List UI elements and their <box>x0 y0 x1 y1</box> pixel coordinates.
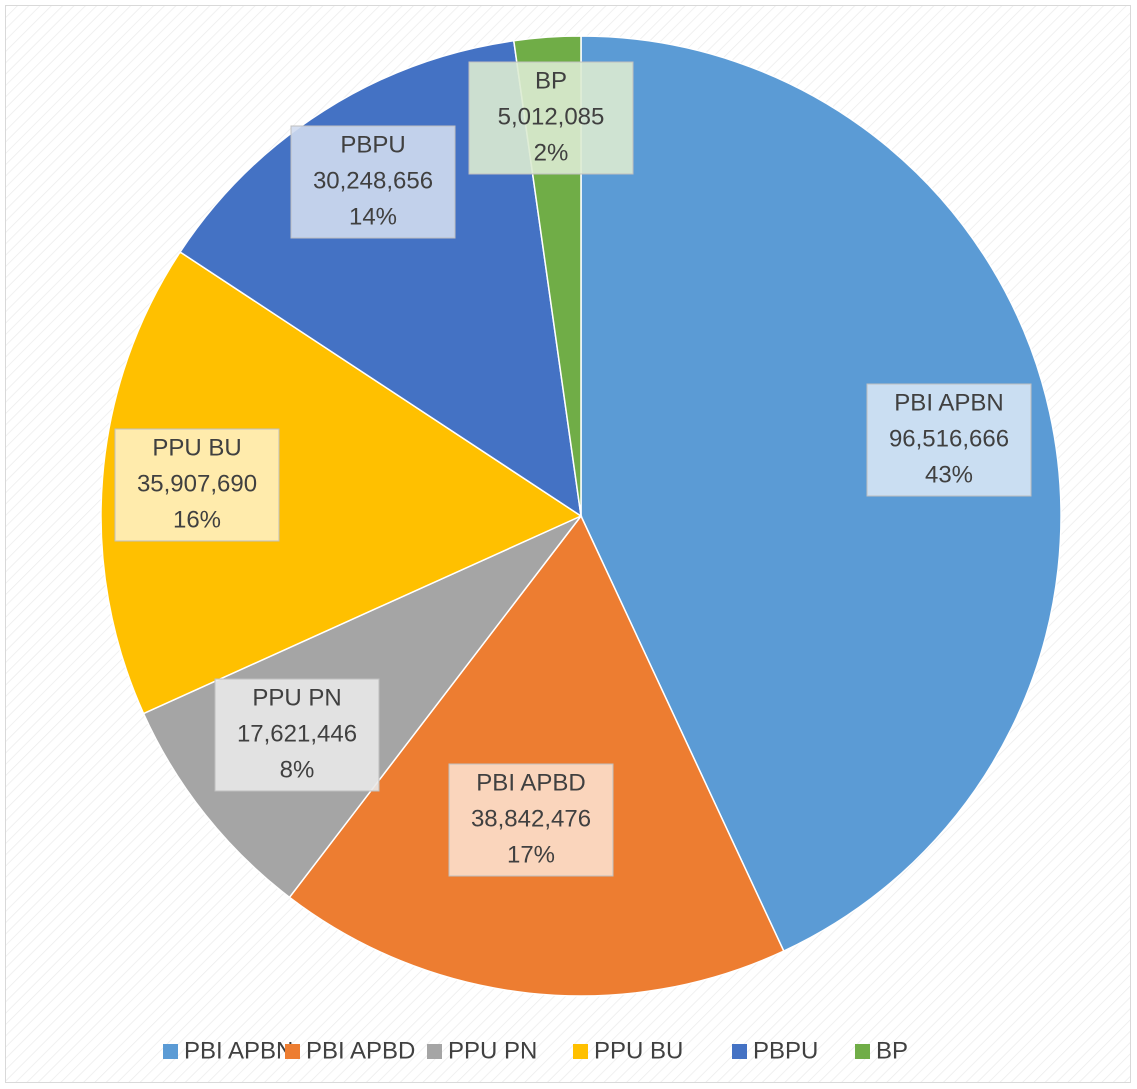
legend-swatch <box>163 1044 178 1059</box>
data-label-percent: 16% <box>173 506 221 533</box>
legend-swatch <box>285 1044 300 1059</box>
data-label-box <box>214 678 380 792</box>
legend-swatch <box>573 1044 588 1059</box>
legend-label: BP <box>876 1037 908 1064</box>
data-label-percent: 17% <box>507 841 555 868</box>
data-label-value: 5,012,085 <box>498 103 605 130</box>
data-label-percent: 2% <box>534 139 569 166</box>
pie-slice <box>100 250 583 715</box>
data-label-value: 38,842,476 <box>471 805 591 832</box>
pie-slice <box>288 514 785 997</box>
data-label-box <box>114 428 280 542</box>
data-label-percent: 43% <box>925 461 973 488</box>
data-label-value: 35,907,690 <box>137 470 257 497</box>
data-label-box <box>866 383 1032 497</box>
data-label-box <box>290 125 456 239</box>
legend-label: PBI APBN <box>184 1037 293 1064</box>
data-label-name: PBI APBD <box>476 769 585 796</box>
legend-label: PPU BU <box>594 1037 683 1064</box>
legend-label: PPU PN <box>448 1037 537 1064</box>
data-label-name: BP <box>535 67 567 94</box>
data-label-box <box>468 61 634 175</box>
legend-swatch <box>427 1044 442 1059</box>
legend-label: PBI APBD <box>306 1037 415 1064</box>
legend-swatch <box>732 1044 747 1059</box>
data-label-name: PBPU <box>340 131 405 158</box>
data-label-name: PPU BU <box>152 434 241 461</box>
data-label-name: PPU PN <box>252 684 341 711</box>
data-label-value: 96,516,666 <box>889 425 1009 452</box>
data-label-name: PBI APBN <box>894 389 1003 416</box>
pie-slice <box>580 35 1062 953</box>
legend-label: PBPU <box>753 1037 818 1064</box>
data-label-percent: 14% <box>349 203 397 230</box>
data-label-percent: 8% <box>280 756 315 783</box>
data-label-value: 17,621,446 <box>237 720 357 747</box>
data-label-value: 30,248,656 <box>313 167 433 194</box>
legend-swatch <box>855 1044 870 1059</box>
data-label-box <box>448 763 614 877</box>
